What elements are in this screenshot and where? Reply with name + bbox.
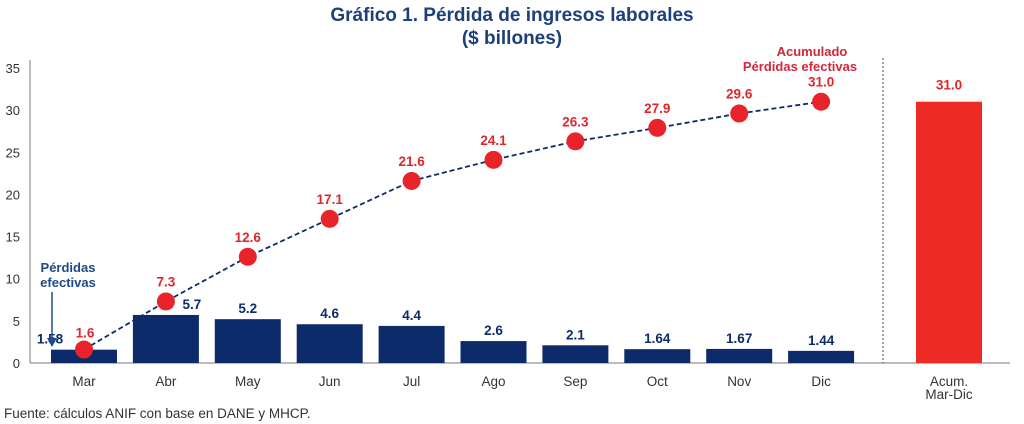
bar-value-label: 4.4 — [402, 308, 421, 323]
bar — [378, 325, 445, 363]
x-tick-label: Jun — [319, 374, 341, 389]
line-value-label: 17.1 — [317, 192, 344, 207]
line-marker — [566, 132, 585, 151]
y-tick-label: 15 — [6, 230, 20, 245]
bar — [706, 348, 773, 363]
line-value-label: 29.6 — [726, 87, 753, 102]
line-value-label: 21.6 — [398, 154, 425, 169]
chart-subtitle: ($ billones) — [462, 28, 562, 49]
bar-value-label: 2.6 — [484, 323, 503, 338]
cumulative-line — [83, 100, 822, 351]
line-annotation-line2: Pérdidas efectivas — [743, 59, 857, 74]
x-tick-label: Acum. — [930, 374, 968, 389]
y-tick-label: 5 — [13, 314, 20, 329]
x-tick-label: Oct — [647, 374, 668, 389]
bar-value-label: 5.2 — [238, 301, 257, 316]
bar-value-label: 1.64 — [644, 331, 671, 346]
y-tick-label: 30 — [6, 103, 20, 118]
line-marker — [484, 150, 503, 169]
y-tick-label: 25 — [6, 145, 20, 160]
line-value-label: 1.6 — [76, 326, 95, 341]
y-tick-label: 10 — [6, 272, 20, 287]
x-tick-label: May — [235, 374, 261, 389]
line-marker — [75, 340, 93, 359]
x-tick-label: Mar-Dic — [925, 387, 972, 402]
bar — [460, 341, 527, 363]
annotation-arrow-head — [47, 338, 57, 347]
line-value-label: 27.9 — [644, 101, 670, 116]
bar-value-label: 4.6 — [320, 306, 339, 321]
x-tick-label: Sep — [563, 374, 587, 389]
y-tick-label: 0 — [13, 356, 20, 371]
x-tick-label: Ago — [481, 374, 505, 389]
bar — [542, 345, 609, 363]
total-bar — [916, 101, 982, 363]
bar-value-label: 5.7 — [183, 297, 202, 312]
x-tick-label: Dic — [811, 374, 831, 389]
line-marker — [238, 247, 257, 266]
bar-value-label: 2.1 — [566, 327, 585, 342]
bar-annotation-line1: Pérdidas — [41, 260, 96, 275]
x-tick-label: Abr — [155, 374, 177, 389]
bar — [296, 324, 363, 363]
line-marker — [320, 209, 339, 228]
bar-value-label: 1.44 — [808, 333, 835, 348]
line-value-label: 31.0 — [808, 75, 834, 90]
bar-value-label: 1.67 — [726, 331, 752, 346]
line-value-label: 12.6 — [235, 230, 262, 245]
line-marker — [730, 104, 749, 123]
line-value-label: 26.3 — [562, 114, 589, 129]
bar — [788, 350, 855, 363]
line-marker — [648, 118, 667, 137]
total-bar-label: 31.0 — [936, 78, 962, 93]
line-value-label: 7.3 — [157, 274, 176, 289]
source-note: Fuente: cálculos ANIF con base en DANE y… — [4, 406, 311, 421]
y-tick-label: 20 — [6, 187, 20, 202]
x-tick-label: Jul — [403, 374, 420, 389]
x-tick-label: Nov — [727, 374, 751, 389]
bar — [214, 319, 281, 363]
chart-title: Gráfico 1. Pérdida de ingresos laborales — [330, 5, 693, 26]
bar — [132, 314, 199, 363]
line-annotation-line1: Acumulado — [777, 44, 848, 59]
line-marker — [156, 292, 175, 311]
bar — [624, 349, 691, 363]
line-value-label: 24.1 — [480, 133, 507, 148]
x-tick-label: Mar — [72, 374, 96, 389]
line-marker — [812, 92, 831, 111]
bar-annotation-line2: efectivas — [40, 275, 96, 290]
line-marker — [402, 171, 421, 190]
y-tick-label: 35 — [6, 61, 20, 76]
